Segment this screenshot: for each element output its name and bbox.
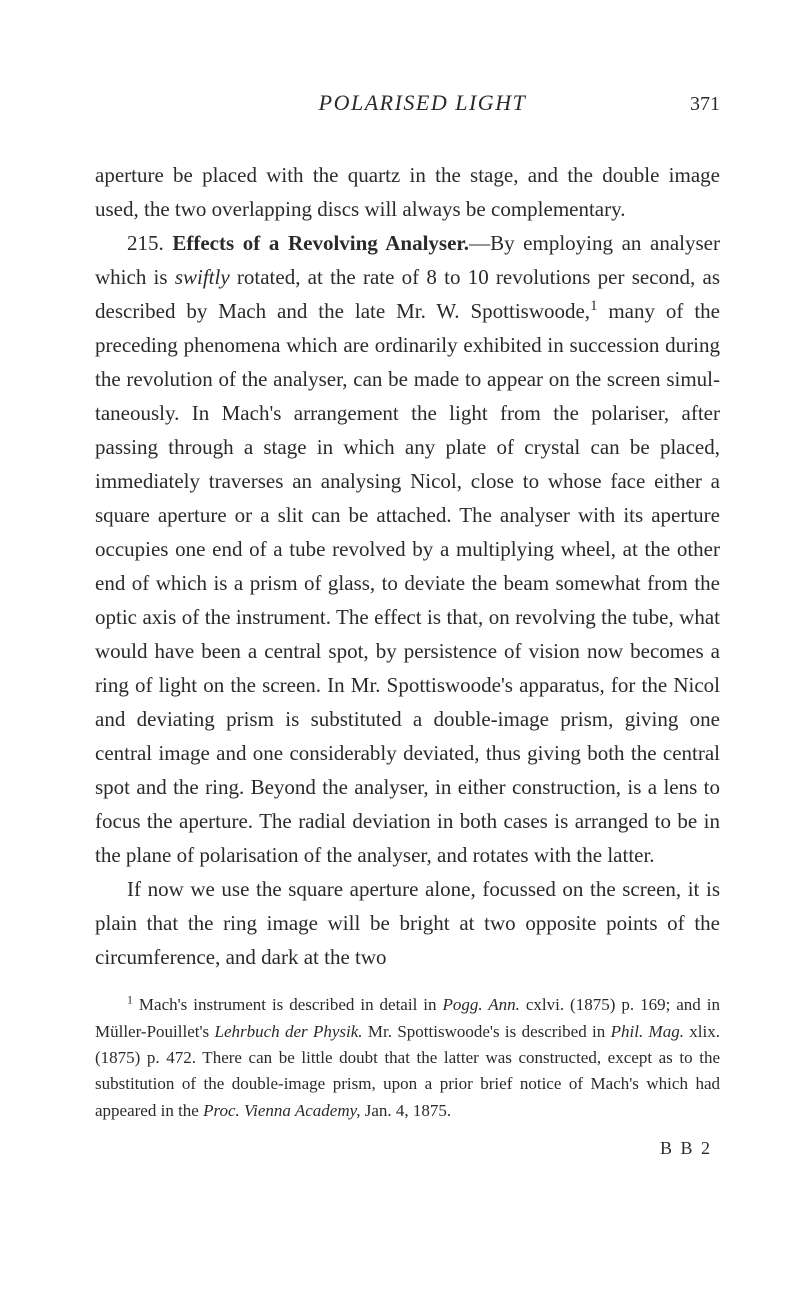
- running-title: POLARISED LIGHT: [155, 90, 690, 116]
- footnote-block: 1 Mach's instrument is described in deta…: [95, 992, 720, 1124]
- body-text: aperture be placed with the quartz in th…: [95, 158, 720, 974]
- text-run: Jan. 4, 1875.: [360, 1101, 451, 1120]
- paragraph-1: aperture be placed with the quartz in th…: [95, 158, 720, 226]
- italic-text: Proc. Vienna Academy,: [203, 1101, 360, 1120]
- paragraph-2: 215. Effects of a Revolving Analyser.—By…: [95, 226, 720, 872]
- italic-text: Lehrbuch der Physik.: [215, 1022, 363, 1041]
- page-header: POLARISED LIGHT 371: [95, 90, 720, 116]
- text-run: many of the preceding phenomena which ar…: [95, 299, 720, 867]
- italic-text: swiftly: [175, 265, 230, 289]
- signature-mark: B B 2: [95, 1138, 720, 1159]
- text-run: Mach's instrument is described in detail…: [133, 995, 443, 1014]
- text-run: Mr. Spottiswoode's is described in: [363, 1022, 611, 1041]
- footnote-1: 1 Mach's instrument is described in deta…: [95, 992, 720, 1124]
- italic-text: Pogg. Ann.: [442, 995, 519, 1014]
- paragraph-3: If now we use the square aperture alone,…: [95, 872, 720, 974]
- section-number: 215.: [127, 231, 172, 255]
- italic-text: Phil. Mag.: [611, 1022, 684, 1041]
- section-title: Effects of a Revolving Analyser.: [172, 231, 469, 255]
- page-number: 371: [690, 93, 720, 116]
